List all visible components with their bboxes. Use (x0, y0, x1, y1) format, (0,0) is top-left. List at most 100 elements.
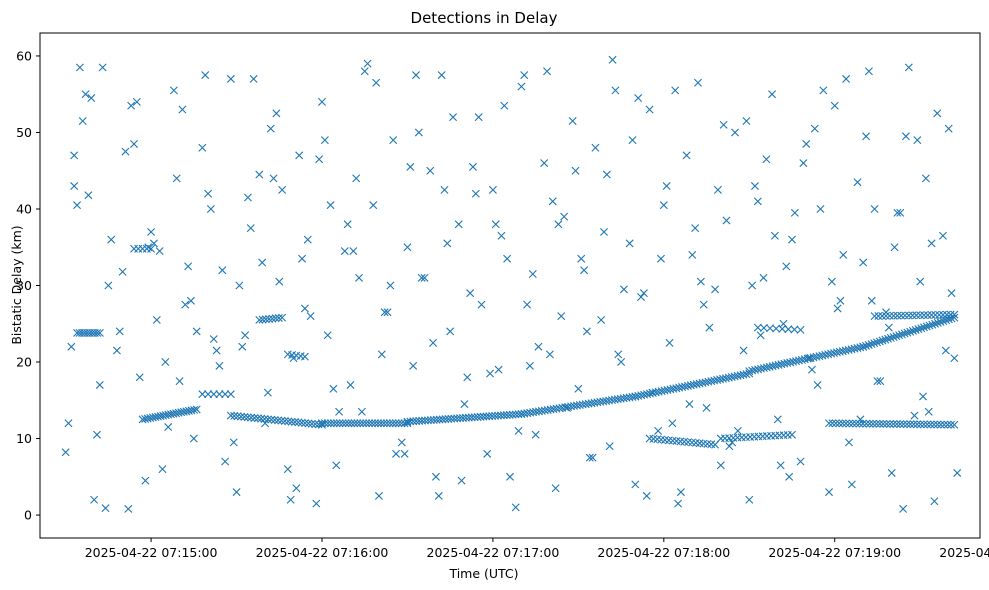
detection-point (904, 63, 913, 72)
detection-point (790, 208, 799, 217)
detection-point (773, 415, 782, 424)
detection-point (631, 480, 640, 489)
detection-point (899, 504, 908, 513)
track-point (230, 411, 239, 420)
detection-point (306, 312, 315, 321)
detection-point (115, 327, 124, 336)
track-point (258, 315, 267, 324)
detection-point (127, 101, 136, 110)
track-point (344, 419, 353, 428)
detection-point (286, 495, 295, 504)
track-point (255, 315, 264, 324)
track-point (95, 328, 104, 337)
chart-title: Detections in Delay (411, 9, 558, 27)
detection-point (901, 132, 910, 141)
track-point (388, 419, 397, 428)
detection-point (312, 499, 321, 508)
track-point (950, 313, 959, 322)
detection-point (189, 434, 198, 443)
track-point (858, 419, 867, 428)
track-point (942, 310, 951, 319)
detection-point (637, 292, 646, 301)
plot-area (40, 33, 980, 538)
detection-point (560, 212, 569, 221)
detection-point (691, 224, 700, 233)
track-point (904, 311, 913, 320)
detection-point (352, 174, 361, 183)
detection-point (534, 342, 543, 351)
detection-point (488, 185, 497, 194)
detection-point (323, 331, 332, 340)
detection-point (98, 63, 107, 72)
detection-point (867, 296, 876, 305)
track-point (848, 419, 857, 428)
detection-point (449, 113, 458, 122)
track-point (892, 332, 901, 341)
detection-point (525, 361, 534, 370)
track-point (931, 319, 940, 328)
y-tick-label: 20 (16, 355, 32, 370)
detection-point (389, 136, 398, 145)
detection-point (403, 243, 412, 252)
detection-point (921, 174, 930, 183)
detection-point (924, 407, 933, 416)
detection-point (654, 426, 663, 435)
detection-point (890, 243, 899, 252)
detection-point (545, 350, 554, 359)
x-axis-label: Time (UTC) (448, 566, 518, 581)
track-point (385, 419, 394, 428)
detection-point (642, 491, 651, 500)
track-point (889, 311, 898, 320)
track-point (297, 418, 306, 427)
detection-point (676, 488, 685, 497)
detection-point (357, 407, 366, 416)
track-point (865, 419, 874, 428)
detection-point (580, 266, 589, 275)
detection-point (807, 365, 816, 374)
detection-point (229, 438, 238, 447)
detection-point (813, 380, 822, 389)
track-point (874, 312, 883, 321)
detection-point (320, 136, 329, 145)
detection-point (269, 174, 278, 183)
track-point (859, 342, 868, 351)
detection-point (155, 247, 164, 256)
detection-point (617, 358, 626, 367)
track-point (226, 411, 235, 420)
detection-point (585, 453, 594, 462)
detection-point (486, 369, 495, 378)
track-point (882, 311, 890, 320)
detection-point (152, 315, 161, 324)
track-point (873, 338, 882, 347)
detection-point (235, 281, 244, 290)
detection-point (913, 136, 922, 145)
track-point (778, 324, 787, 333)
track-point (287, 417, 296, 426)
track-point (916, 420, 925, 429)
detection-point (919, 392, 928, 401)
detection-point (87, 94, 96, 103)
detection-point (431, 472, 440, 481)
detection-point (295, 151, 304, 160)
detection-point (329, 384, 338, 393)
detection-point (722, 216, 731, 225)
detection-point (104, 281, 113, 290)
track-point (347, 419, 356, 428)
detection-point (130, 139, 138, 148)
track-point (936, 420, 945, 429)
detection-point (414, 128, 423, 137)
detection-point (953, 468, 962, 477)
detection-point (554, 220, 563, 229)
track-point (304, 419, 313, 428)
detection-point (873, 377, 882, 386)
track-point (893, 311, 902, 320)
detection-point (468, 162, 477, 171)
x-tick-label: 2025-04-22 07:15:00 (85, 545, 218, 560)
track-point (845, 419, 854, 428)
track-point (192, 405, 201, 414)
detection-point (198, 143, 207, 152)
detection-point (374, 491, 383, 500)
track-point (359, 419, 368, 428)
track-point (391, 419, 400, 428)
